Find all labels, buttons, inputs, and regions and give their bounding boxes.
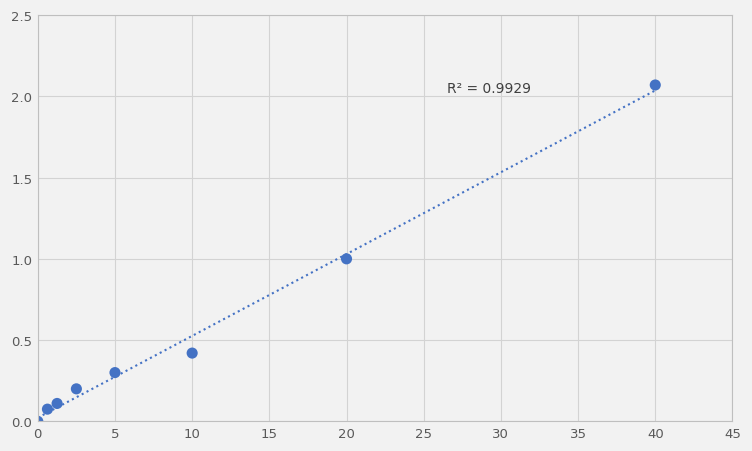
Text: R² = 0.9929: R² = 0.9929: [447, 82, 531, 96]
Point: [51, 400, 63, 407]
Point: [186, 350, 199, 357]
Point: [649, 82, 661, 89]
Point: [71, 385, 83, 392]
Point: [41, 405, 53, 413]
Point: [341, 256, 353, 263]
Point: [109, 369, 121, 377]
Point: [32, 418, 44, 425]
